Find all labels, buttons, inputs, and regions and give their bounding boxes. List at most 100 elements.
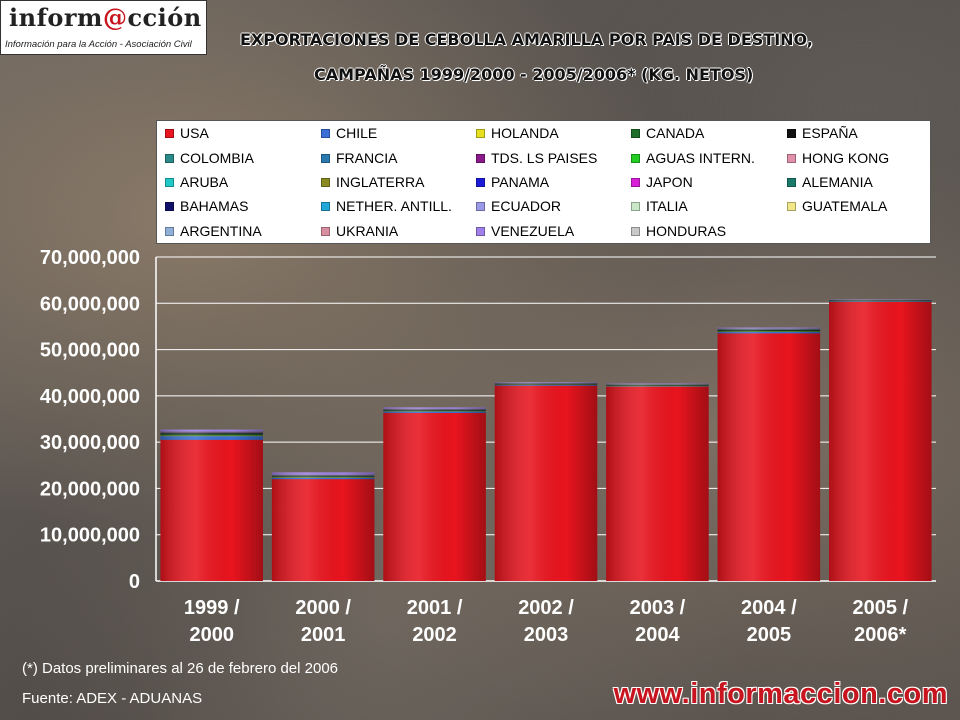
bar-shading xyxy=(383,407,486,581)
bar-shading xyxy=(160,429,263,581)
y-tick-label: 50,000,000 xyxy=(40,340,140,362)
legend-label: PANAMA xyxy=(491,174,550,190)
legend-swatch xyxy=(165,201,174,211)
legend-item: UKRANIA xyxy=(321,222,398,240)
x-tick-label: 2004 xyxy=(635,624,680,646)
legend-label: UKRANIA xyxy=(336,223,399,239)
legend-item: NETHER. ANTILL. xyxy=(321,197,452,215)
chart-title-line-1: EXPORTACIONES DE CEBOLLA AMARILLA POR PA… xyxy=(240,30,813,49)
x-tick-label: 2003 xyxy=(524,624,569,646)
x-tick-label: 2001 xyxy=(301,624,346,646)
legend-label: ECUADOR xyxy=(491,198,562,214)
legend-item: TDS. LS PAISES xyxy=(476,149,597,167)
legend-swatch xyxy=(631,128,640,138)
x-tick-label: 2006* xyxy=(854,624,906,646)
website-url[interactable]: www.informaccion.com xyxy=(613,678,948,710)
legend-item: HONDURAS xyxy=(631,222,726,240)
legend-label: BAHAMAS xyxy=(180,198,249,214)
legend-item: VENEZUELA xyxy=(476,222,574,240)
legend-swatch xyxy=(321,201,330,211)
source-note: Fuente: ADEX - ADUANAS xyxy=(22,690,203,707)
x-tick-label: 2000 / xyxy=(295,597,351,619)
legend-label: ITALIA xyxy=(646,198,688,214)
x-tick-label: 2000 xyxy=(189,624,234,646)
bar-shading xyxy=(494,382,598,581)
y-tick-label: 40,000,000 xyxy=(40,386,140,408)
x-tick-label: 2005 xyxy=(747,624,792,646)
legend-swatch xyxy=(787,177,796,187)
informaccion-logo: inform@cción Información para la Acción … xyxy=(0,0,207,55)
legend-swatch xyxy=(165,153,174,163)
legend-item: PANAMA xyxy=(476,173,549,191)
legend-label: AGUAS INTERN. xyxy=(646,150,755,166)
legend-label: USA xyxy=(180,125,209,141)
legend-swatch xyxy=(165,177,174,187)
legend-label: HOLANDA xyxy=(491,125,559,141)
legend-swatch xyxy=(631,201,640,211)
legend-label: NETHER. ANTILL. xyxy=(336,198,452,214)
legend-item: JAPON xyxy=(631,173,693,191)
legend-label: JAPON xyxy=(646,174,693,190)
legend-swatch xyxy=(787,201,796,211)
legend-swatch xyxy=(476,153,485,163)
legend-item: USA xyxy=(165,124,209,142)
legend-label: CHILE xyxy=(336,125,378,141)
legend-swatch xyxy=(787,128,796,138)
x-tick-label: 2001 / xyxy=(407,597,463,619)
x-tick-label: 2002 / xyxy=(518,597,574,619)
chart-title-line-2: CAMPAÑAS 1999/2000 - 2005/2006* (KG. NET… xyxy=(314,65,754,84)
legend-label: COLOMBIA xyxy=(180,150,254,166)
legend-item: ALEMANIA xyxy=(787,173,873,191)
legend-swatch xyxy=(476,128,485,138)
legend-item: ESPAÑA xyxy=(787,124,858,142)
legend-item: ECUADOR xyxy=(476,197,561,215)
legend-swatch xyxy=(787,153,796,163)
legend-item: AGUAS INTERN. xyxy=(631,149,755,167)
x-tick-label: 2003 / xyxy=(630,597,686,619)
legend-item: HOLANDA xyxy=(476,124,559,142)
legend-swatch xyxy=(165,128,174,138)
legend-label: CANADA xyxy=(646,125,705,141)
legend-label: TDS. LS PAISES xyxy=(491,150,598,166)
legend-label: ALEMANIA xyxy=(802,174,873,190)
legend-item: ARUBA xyxy=(165,173,228,191)
chart-legend: USA CHILE HOLANDA CANADA ESPAÑA COLOMBIA FRANC… xyxy=(156,120,931,244)
legend-swatch xyxy=(321,177,330,187)
legend-label: VENEZUELA xyxy=(491,223,575,239)
bar-shading xyxy=(271,472,375,581)
y-tick-label: 10,000,000 xyxy=(40,525,140,547)
logo-tagline: Información para la Acción - Asociación … xyxy=(5,39,192,50)
legend-item: HONG KONG xyxy=(787,149,889,167)
legend-swatch xyxy=(631,177,640,187)
legend-item: FRANCIA xyxy=(321,149,397,167)
legend-label: GUATEMALA xyxy=(802,198,888,214)
legend-label: ESPAÑA xyxy=(802,125,858,141)
legend-label: HONG KONG xyxy=(802,150,890,166)
y-tick-label: 60,000,000 xyxy=(40,293,140,315)
x-tick-label: 1999 / xyxy=(184,597,240,619)
bar-shading xyxy=(829,299,932,581)
legend-swatch xyxy=(476,201,485,211)
legend-label: ARGENTINA xyxy=(180,223,262,239)
legend-item: COLOMBIA xyxy=(165,149,254,167)
legend-item: ARGENTINA xyxy=(165,222,262,240)
x-tick-label: 2005 / xyxy=(852,597,908,619)
x-tick-label: 2004 / xyxy=(741,597,797,619)
legend-swatch xyxy=(476,177,485,187)
legend-swatch xyxy=(321,153,330,163)
legend-item: BAHAMAS xyxy=(165,197,248,215)
legend-item: CHILE xyxy=(321,124,377,142)
y-tick-label: 0 xyxy=(129,571,140,593)
y-tick-label: 20,000,000 xyxy=(40,478,140,500)
legend-label: FRANCIA xyxy=(336,150,398,166)
bar-shading xyxy=(717,327,821,581)
logo-wordmark: inform@cción xyxy=(9,3,202,32)
legend-swatch xyxy=(631,226,640,236)
legend-swatch xyxy=(476,226,485,236)
legend-label: INGLATERRA xyxy=(336,174,425,190)
legend-label: HONDURAS xyxy=(646,223,727,239)
legend-swatch xyxy=(631,153,640,163)
legend-item: ITALIA xyxy=(631,197,688,215)
bar-shading xyxy=(606,383,709,581)
